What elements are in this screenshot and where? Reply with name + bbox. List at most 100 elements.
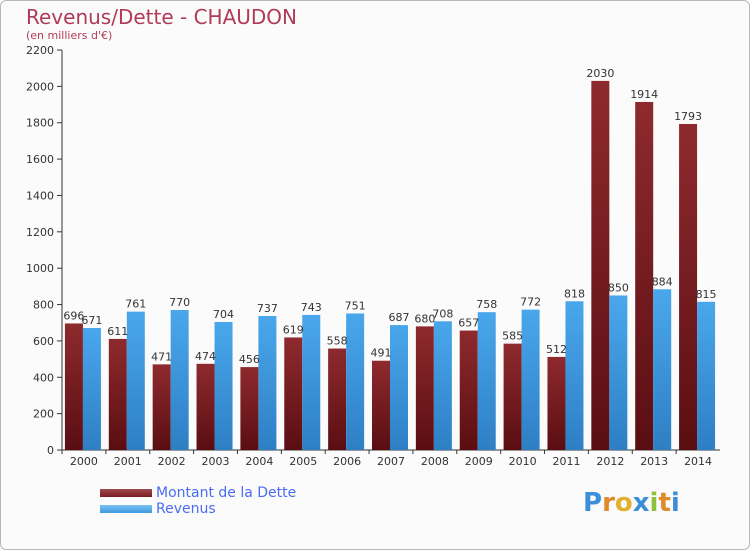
y-tick-label: 1600 xyxy=(26,153,54,166)
x-tick-label: 2009 xyxy=(465,455,493,468)
bar-dette xyxy=(196,363,215,450)
x-tick-label: 2005 xyxy=(289,455,317,468)
bar-revenus xyxy=(214,322,233,450)
logo-letter: t xyxy=(658,488,671,518)
bar-dette xyxy=(64,323,83,450)
x-tick-label: 2008 xyxy=(421,455,449,468)
bar-revenus xyxy=(433,321,452,450)
data-label-revenus: 708 xyxy=(432,307,453,320)
data-label-dette: 491 xyxy=(371,347,392,360)
data-label-dette: 2030 xyxy=(586,67,614,80)
legend-label-dette: Montant de la Dette xyxy=(156,485,297,501)
data-label-dette: 1793 xyxy=(674,110,702,123)
data-label-revenus: 704 xyxy=(213,308,234,321)
logo-letter: i xyxy=(670,488,680,518)
bar-revenus xyxy=(697,301,716,450)
y-tick-label: 200 xyxy=(33,408,54,421)
proxiti-logo: Proxiti xyxy=(583,488,680,518)
data-label-dette: 657 xyxy=(458,317,479,330)
data-label-dette: 474 xyxy=(195,350,216,363)
legend-swatch-revenus xyxy=(100,505,152,513)
bar-dette xyxy=(108,338,127,450)
data-label-dette: 471 xyxy=(151,350,172,363)
bar-revenus xyxy=(565,301,584,450)
y-tick-label: 1400 xyxy=(26,189,54,202)
data-label-revenus: 815 xyxy=(696,288,717,301)
x-tick-label: 2004 xyxy=(245,455,273,468)
data-label-revenus: 884 xyxy=(652,275,673,288)
bar-dette xyxy=(679,124,698,450)
y-tick-label: 800 xyxy=(33,299,54,312)
y-tick-label: 400 xyxy=(33,371,54,384)
bar-dette xyxy=(415,326,434,450)
y-tick-label: 1000 xyxy=(26,262,54,275)
x-tick-label: 2014 xyxy=(684,455,712,468)
bar-revenus xyxy=(390,325,408,450)
data-label-dette: 696 xyxy=(63,309,84,322)
bar-revenus xyxy=(258,316,277,450)
bar-dette xyxy=(547,356,566,450)
x-tick-label: 2003 xyxy=(202,455,230,468)
data-label-dette: 558 xyxy=(327,335,348,348)
y-tick-label: 2000 xyxy=(26,80,54,93)
logo-letter: o xyxy=(614,488,633,518)
bar-revenus xyxy=(302,314,321,450)
bar-revenus xyxy=(82,328,101,450)
y-tick-label: 600 xyxy=(33,335,54,348)
data-label-dette: 1914 xyxy=(630,88,658,101)
logo-letter: P xyxy=(583,488,603,518)
bar-revenus xyxy=(521,309,540,450)
data-label-dette: 611 xyxy=(107,325,128,338)
x-tick-label: 2001 xyxy=(114,455,142,468)
bar-dette xyxy=(635,102,654,450)
data-label-revenus: 772 xyxy=(520,296,541,309)
data-label-revenus: 671 xyxy=(81,314,102,327)
bar-revenus xyxy=(477,312,496,450)
data-label-revenus: 761 xyxy=(125,298,146,311)
x-tick-label: 2007 xyxy=(377,455,405,468)
y-tick-label: 0 xyxy=(47,444,54,457)
bar-dette xyxy=(372,360,390,450)
bar-dette xyxy=(240,367,259,450)
bar-revenus xyxy=(126,311,145,450)
bar-revenus xyxy=(170,310,189,450)
y-tick-label: 1200 xyxy=(26,226,54,239)
data-label-dette: 680 xyxy=(414,312,435,325)
bar-dette xyxy=(328,348,347,450)
y-tick-label: 2200 xyxy=(26,44,54,57)
data-label-revenus: 850 xyxy=(608,281,629,294)
bar-dette xyxy=(284,337,303,450)
x-tick-label: 2013 xyxy=(640,455,668,468)
logo-letter: r xyxy=(602,488,615,518)
chart-title: Revenus/Dette - CHAUDON xyxy=(26,5,298,29)
data-label-revenus: 770 xyxy=(169,296,190,309)
data-label-revenus: 818 xyxy=(564,287,585,300)
bar-dette xyxy=(591,80,610,450)
chart-subtitle: (en milliers d'€) xyxy=(26,29,113,42)
data-label-revenus: 758 xyxy=(476,298,497,311)
data-label-revenus: 743 xyxy=(301,301,322,314)
legend-swatch-dette xyxy=(100,489,152,497)
data-label-dette: 456 xyxy=(239,353,260,366)
data-label-revenus: 687 xyxy=(389,311,410,324)
chart-bars xyxy=(64,80,716,450)
data-label-revenus: 737 xyxy=(257,302,278,315)
data-label-dette: 512 xyxy=(546,343,567,356)
bar-revenus xyxy=(346,313,365,450)
y-tick-label: 1800 xyxy=(26,117,54,130)
bar-dette xyxy=(459,330,478,450)
x-tick-label: 2011 xyxy=(552,455,580,468)
x-tick-label: 2000 xyxy=(70,455,98,468)
bar-revenus xyxy=(653,289,672,450)
logo-letter: x xyxy=(632,488,650,518)
data-label-revenus: 751 xyxy=(345,299,366,312)
bar-dette xyxy=(503,343,522,450)
x-tick-label: 2012 xyxy=(596,455,624,468)
bar-dette xyxy=(152,364,171,450)
legend-label-revenus: Revenus xyxy=(156,501,216,517)
logo-letter: i xyxy=(649,488,659,518)
data-label-dette: 619 xyxy=(283,323,304,336)
